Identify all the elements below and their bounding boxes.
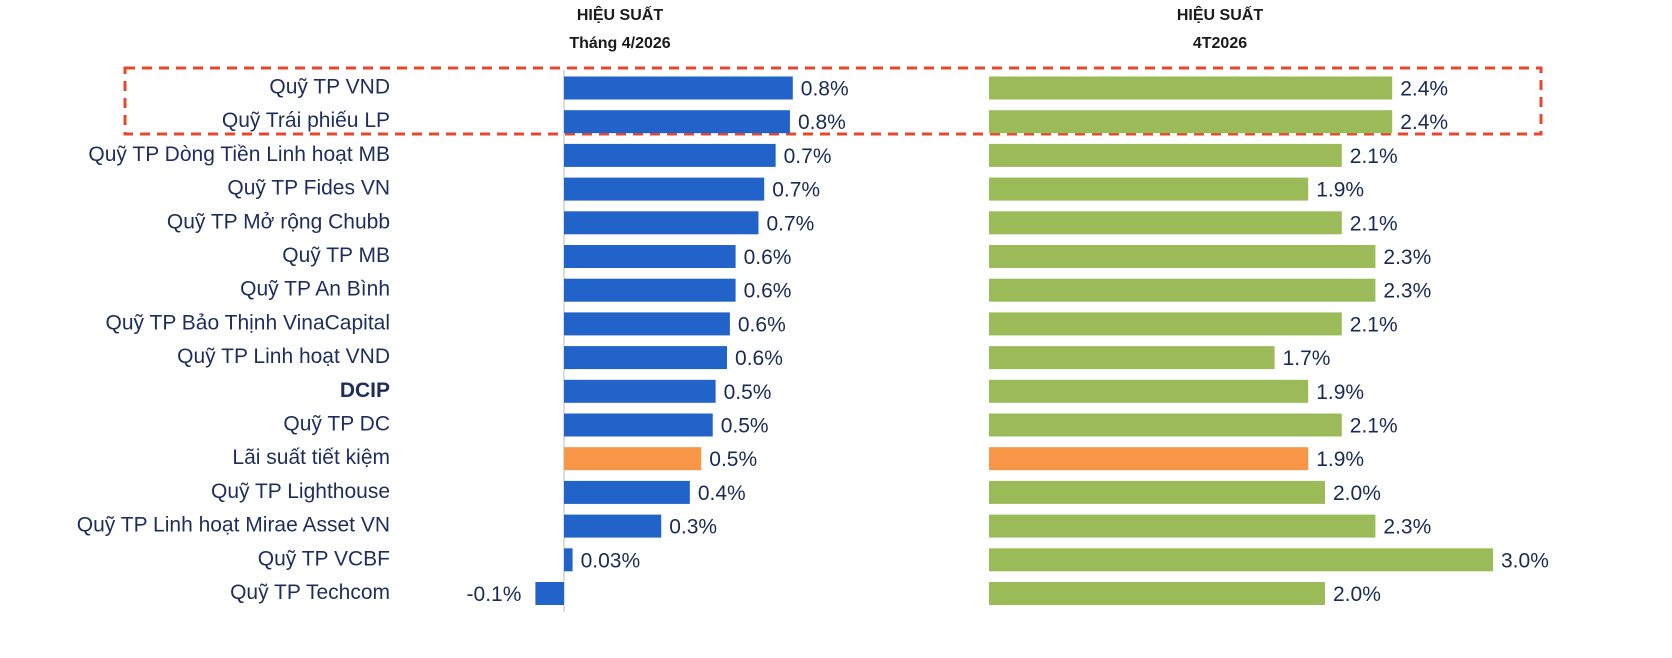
value-label: 0.8% — [801, 78, 849, 101]
value-label: 2.1% — [1350, 145, 1398, 168]
value-label: 0.6% — [744, 280, 792, 303]
category-label: Quỹ TP MB — [282, 244, 390, 267]
bar — [564, 312, 730, 336]
value-label: 2.4% — [1400, 111, 1448, 134]
bar — [989, 76, 1393, 100]
bar — [989, 143, 1342, 167]
panel-subtitle: 4T2026 — [1193, 35, 1247, 52]
bar — [989, 582, 1325, 605]
bar — [564, 480, 690, 504]
bar — [989, 480, 1325, 504]
category-label: DCIP — [340, 379, 390, 402]
category-label: Lãi suất tiết kiệm — [232, 446, 390, 469]
value-label: 0.7% — [772, 179, 820, 202]
bar — [564, 413, 713, 437]
bar — [989, 346, 1275, 370]
value-label: 2.3% — [1383, 246, 1431, 269]
bar — [989, 177, 1309, 201]
category-label: Quỹ TP Mở rộng Chubb — [167, 210, 390, 233]
value-label: 0.5% — [724, 381, 772, 404]
bar — [989, 379, 1309, 403]
category-label: Quỹ TP Linh hoạt Mirae Asset VN — [77, 514, 390, 537]
value-label: -0.1% — [467, 583, 522, 606]
value-label: 0.7% — [766, 212, 814, 235]
bar — [564, 447, 702, 471]
value-label: 2.1% — [1350, 313, 1398, 336]
category-label: Quỹ TP Techcom — [230, 581, 390, 604]
bar — [564, 245, 736, 268]
bar — [564, 278, 736, 302]
bar — [989, 245, 1376, 268]
bar — [535, 582, 564, 605]
bar — [989, 514, 1376, 538]
value-label: 2.1% — [1350, 415, 1398, 438]
bar — [989, 278, 1376, 302]
category-label: Quỹ TP Dòng Tiền Linh hoạt MB — [88, 143, 390, 166]
bar — [989, 312, 1342, 336]
value-label: 2.4% — [1400, 78, 1448, 101]
bar — [989, 211, 1342, 235]
bar — [989, 413, 1342, 437]
panel-title: HIỆU SUẤT — [1177, 5, 1263, 24]
bar — [564, 548, 573, 572]
category-label: Quỹ TP Linh hoạt VND — [177, 345, 390, 368]
category-label: Quỹ TP VCBF — [258, 547, 390, 570]
value-label: 1.7% — [1283, 347, 1331, 370]
category-label: Quỹ Trái phiếu LP — [222, 109, 390, 132]
value-label: 2.3% — [1383, 516, 1431, 539]
bar — [989, 447, 1309, 471]
value-label: 0.8% — [798, 111, 846, 134]
bar — [564, 143, 776, 167]
bar — [564, 211, 759, 235]
value-label: 2.3% — [1383, 280, 1431, 303]
category-label: Quỹ TP An Bình — [240, 278, 390, 301]
category-label: Quỹ TP Fides VN — [227, 177, 390, 200]
category-label: Quỹ TP VND — [269, 76, 390, 99]
value-label: 0.6% — [738, 313, 786, 336]
value-label: 0.5% — [721, 415, 769, 438]
value-label: 0.6% — [735, 347, 783, 370]
value-label: 2.1% — [1350, 212, 1398, 235]
highlight-box — [123, 66, 1543, 136]
category-label: Quỹ TP Bảo Thịnh VinaCapital — [106, 311, 390, 334]
value-label: 2.0% — [1333, 583, 1381, 606]
value-label: 0.7% — [784, 145, 832, 168]
value-label: 0.6% — [744, 246, 792, 269]
panel-title: HIỆU SUẤT — [577, 5, 663, 24]
bar — [989, 110, 1393, 134]
bar — [564, 514, 662, 538]
value-label: 0.3% — [669, 516, 717, 539]
value-label: 0.4% — [698, 482, 746, 505]
value-label: 2.0% — [1333, 482, 1381, 505]
panel-subtitle: Tháng 4/2026 — [569, 35, 670, 52]
value-label: 1.9% — [1316, 381, 1364, 404]
category-label: Quỹ TP Lighthouse — [211, 480, 390, 503]
value-label: 1.9% — [1316, 448, 1364, 471]
bar — [564, 379, 716, 403]
category-label: Quỹ TP DC — [283, 413, 390, 436]
value-label: 0.5% — [709, 448, 757, 471]
bar — [564, 110, 790, 134]
bar — [564, 76, 793, 100]
bar — [564, 177, 765, 201]
value-label: 0.03% — [581, 549, 641, 572]
value-label: 1.9% — [1316, 179, 1364, 202]
bar — [989, 548, 1493, 572]
value-label: 3.0% — [1501, 549, 1549, 572]
bar — [564, 346, 728, 370]
